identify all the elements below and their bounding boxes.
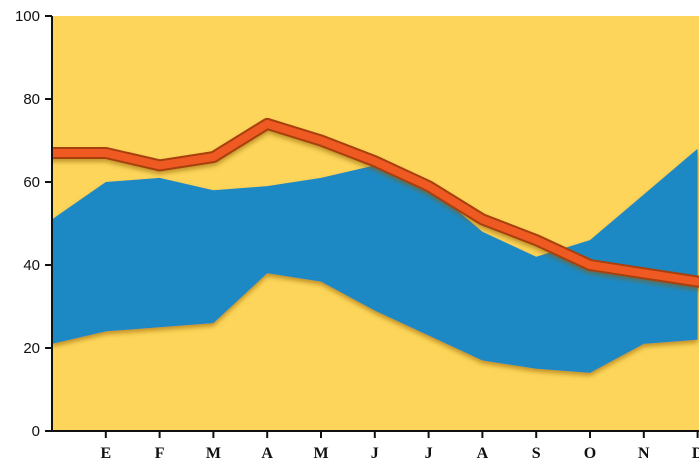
y-tick-label: 0 xyxy=(32,423,40,440)
x-tick-label: E xyxy=(100,445,111,462)
x-tick-label: M xyxy=(313,445,328,462)
y-tick-label: 40 xyxy=(23,257,40,274)
y-tick-label: 80 xyxy=(23,91,40,108)
x-tick-label: D xyxy=(692,445,699,462)
x-tick-label: J xyxy=(371,445,379,462)
x-tick-label: M xyxy=(206,445,221,462)
y-tick-label: 100 xyxy=(15,8,40,25)
series-line-group xyxy=(52,117,699,288)
x-tick-label: F xyxy=(155,445,165,462)
x-tick-label: J xyxy=(425,445,433,462)
x-tick-label: O xyxy=(584,445,596,462)
x-tick-label: N xyxy=(638,445,650,462)
x-tick-label: S xyxy=(532,445,541,462)
x-tick-label: A xyxy=(477,445,489,462)
y-tick-label: 20 xyxy=(23,340,40,357)
x-tick-label: A xyxy=(261,445,273,462)
y-tick-label: 60 xyxy=(23,174,40,191)
band-area xyxy=(52,148,698,373)
